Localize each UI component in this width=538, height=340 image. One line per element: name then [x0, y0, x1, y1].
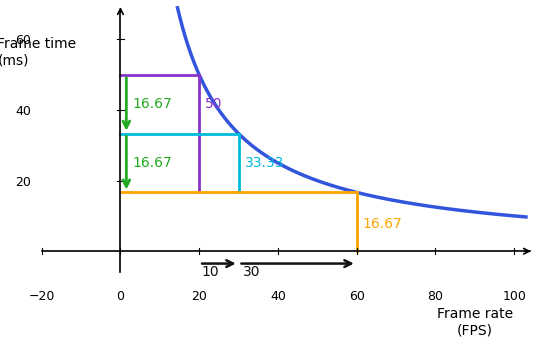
Text: 16.67: 16.67 [363, 217, 402, 231]
Text: Frame time
(ms): Frame time (ms) [0, 37, 76, 67]
Text: 50: 50 [205, 97, 223, 111]
Text: 16.67: 16.67 [132, 156, 172, 170]
Text: 33.33: 33.33 [244, 156, 284, 170]
Text: 16.67: 16.67 [132, 97, 172, 111]
Text: 10: 10 [201, 265, 219, 279]
Text: Frame rate
(FPS): Frame rate (FPS) [437, 307, 513, 337]
Text: 30: 30 [243, 265, 260, 279]
